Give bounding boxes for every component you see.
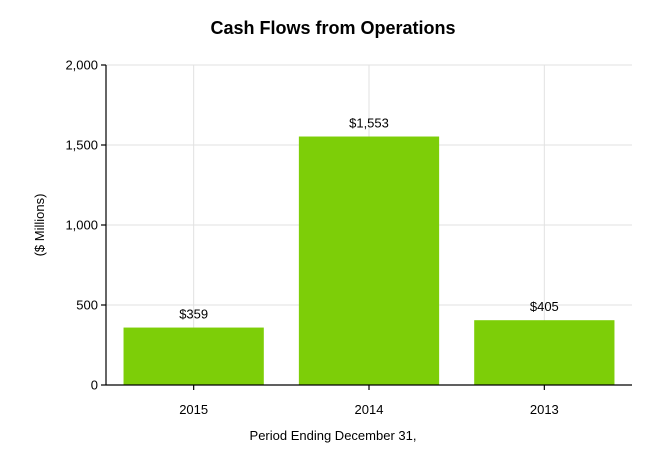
- bar-2015: [123, 327, 264, 385]
- bars: [123, 136, 615, 385]
- y-axis-label: ($ Millions): [32, 194, 47, 257]
- chart-title: Cash Flows from Operations: [210, 18, 455, 38]
- x-tick-label: 2013: [530, 402, 559, 417]
- y-tick-label: 500: [76, 298, 98, 313]
- y-axis-ticks: 0 500 1,000 1,500 2,000: [65, 58, 106, 393]
- data-label-2015: $359: [179, 307, 208, 322]
- y-tick-label: 1,500: [65, 138, 98, 153]
- y-tick-label: 1,000: [65, 218, 98, 233]
- x-tick-label: 2014: [355, 402, 384, 417]
- data-label-2013: $405: [530, 299, 559, 314]
- x-axis-ticks: 2015 2014 2013: [179, 385, 559, 417]
- bar-2013: [474, 320, 615, 385]
- y-tick-label: 2,000: [65, 58, 98, 73]
- x-axis-label: Period Ending December 31,: [250, 428, 417, 443]
- data-label-2014: $1,553: [349, 116, 389, 131]
- x-tick-label: 2015: [179, 402, 208, 417]
- bar-2014: [298, 136, 440, 385]
- y-tick-label: 0: [91, 378, 98, 393]
- data-labels: $359 $1,553 $405: [179, 116, 559, 322]
